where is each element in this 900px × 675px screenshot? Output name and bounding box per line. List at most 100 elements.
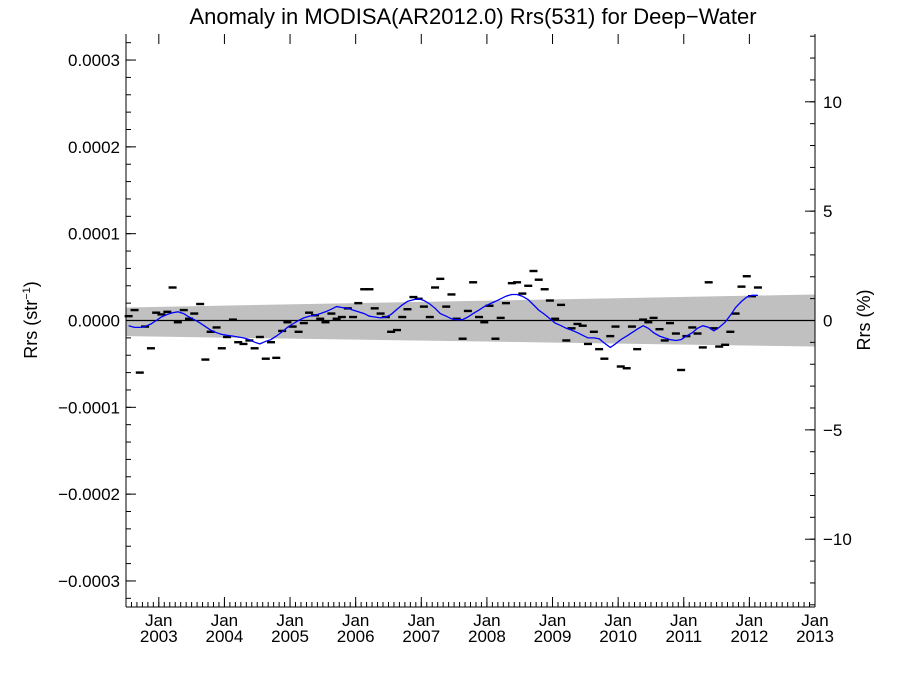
x-tick-year-label: 2007: [402, 627, 440, 646]
anomaly-marker: [627, 325, 636, 328]
anomaly-marker: [475, 315, 484, 319]
right-tick-label: −5: [823, 421, 842, 440]
anomaly-marker: [387, 330, 396, 333]
anomaly-marker: [573, 322, 582, 326]
left-axis-label: Rrs (str−1): [21, 281, 41, 359]
anomaly-marker: [513, 281, 522, 284]
x-tick-month-label: Jan: [408, 611, 435, 630]
anomaly-marker: [431, 286, 440, 289]
anomaly-marker: [529, 269, 538, 273]
anomaly-marker: [261, 357, 270, 360]
anomaly-marker: [206, 330, 215, 333]
anomaly-marker: [639, 318, 648, 321]
anomaly-marker: [485, 304, 494, 307]
anomaly-marker: [578, 324, 587, 327]
anomaly-marker: [299, 321, 308, 325]
anomaly-marker: [507, 281, 516, 285]
anomaly-marker: [606, 334, 615, 338]
anomaly-marker: [250, 347, 259, 350]
anomaly-marker: [671, 332, 680, 335]
anomaly-marker: [212, 326, 221, 329]
anomaly-marker: [665, 321, 674, 325]
anomaly-marker: [721, 343, 730, 347]
anomaly-marker: [398, 315, 407, 319]
anomaly-marker: [376, 312, 385, 315]
anomaly-marker: [622, 367, 631, 370]
x-tick-year-label: 2012: [730, 627, 768, 646]
anomaly-marker: [255, 335, 264, 339]
anomaly-marker: [288, 325, 297, 328]
anomaly-marker: [354, 301, 363, 305]
left-axis-label-main: Rrs (str: [21, 300, 41, 359]
anomaly-marker: [742, 275, 751, 278]
anomaly-marker: [633, 347, 642, 351]
anomaly-marker: [655, 327, 664, 331]
anomaly-marker: [649, 316, 658, 320]
anomaly-marker: [611, 325, 620, 328]
anomaly-marker: [234, 341, 243, 344]
anomaly-marker: [480, 321, 489, 324]
anomaly-marker: [458, 337, 467, 340]
anomaly-marker: [217, 347, 226, 350]
anomaly-marker: [567, 327, 576, 330]
anomaly-marker: [278, 329, 287, 333]
anomaly-marker: [589, 330, 598, 333]
anomaly-marker: [135, 371, 144, 374]
anomaly-marker: [501, 301, 510, 305]
anomaly-marker: [332, 317, 341, 320]
x-tick-year-label: 2008: [468, 627, 506, 646]
x-tick-year-label: 2005: [271, 627, 309, 646]
left-tick-label: 0.0000: [68, 312, 120, 331]
x-tick-month-label: Jan: [539, 611, 566, 630]
x-tick-year-label: 2013: [796, 627, 834, 646]
x-axis-ticks: Jan2003Jan2004Jan2005Jan2006Jan2007Jan20…: [125, 34, 834, 646]
anomaly-marker: [469, 281, 478, 284]
x-tick-month-label: Jan: [604, 611, 631, 630]
anomaly-marker: [179, 308, 188, 312]
right-axis-label: Rrs (%): [854, 290, 874, 351]
anomaly-marker: [272, 356, 281, 360]
anomaly-marker: [305, 311, 314, 314]
anomaly-marker: [245, 339, 254, 342]
anomaly-marker: [688, 326, 697, 329]
anomaly-marker: [337, 315, 346, 319]
left-tick-label: 0.0001: [68, 225, 120, 244]
anomaly-marker: [540, 288, 549, 291]
chart-title: Anomaly in MODISA(AR2012.0) Rrs(531) for…: [189, 4, 756, 29]
anomaly-marker: [409, 295, 418, 299]
anomaly-marker: [447, 293, 456, 296]
x-tick-year-label: 2006: [337, 627, 375, 646]
x-tick-year-label: 2003: [140, 627, 178, 646]
anomaly-marker: [365, 288, 374, 291]
left-tick-label: −0.0001: [58, 398, 120, 417]
anomaly-marker: [518, 292, 527, 295]
anomaly-marker: [737, 285, 746, 288]
anomaly-marker: [436, 277, 445, 281]
x-tick-year-label: 2011: [665, 627, 702, 646]
anomaly-marker: [393, 328, 402, 332]
anomaly-marker: [595, 347, 604, 351]
anomaly-marker: [709, 327, 718, 330]
anomaly-marker: [349, 315, 358, 319]
anomaly-marker: [146, 347, 155, 350]
anomaly-marker: [600, 357, 609, 360]
left-tick-label: −0.0002: [58, 485, 120, 504]
anomaly-marker: [228, 318, 237, 321]
running-mean-line: [128, 293, 758, 349]
left-axis-label-close: ): [21, 281, 41, 287]
anomaly-marker: [294, 330, 303, 333]
anomaly-marker: [677, 368, 686, 372]
anomaly-marker: [463, 309, 472, 313]
x-tick-month-label: Jan: [342, 611, 369, 630]
anomaly-marker: [190, 312, 199, 315]
anomaly-marker: [184, 317, 193, 320]
right-axis-ticks: 10 5 0 −5 −10: [805, 35, 852, 606]
anomaly-marker: [524, 284, 533, 287]
x-tick-month-label: Jan: [473, 611, 500, 630]
anomaly-marker: [239, 342, 248, 346]
left-tick-label: −0.0003: [58, 572, 120, 591]
x-tick-month-label: Jan: [211, 611, 238, 630]
anomaly-marker: [223, 335, 232, 339]
anomaly-marker: [545, 299, 554, 302]
